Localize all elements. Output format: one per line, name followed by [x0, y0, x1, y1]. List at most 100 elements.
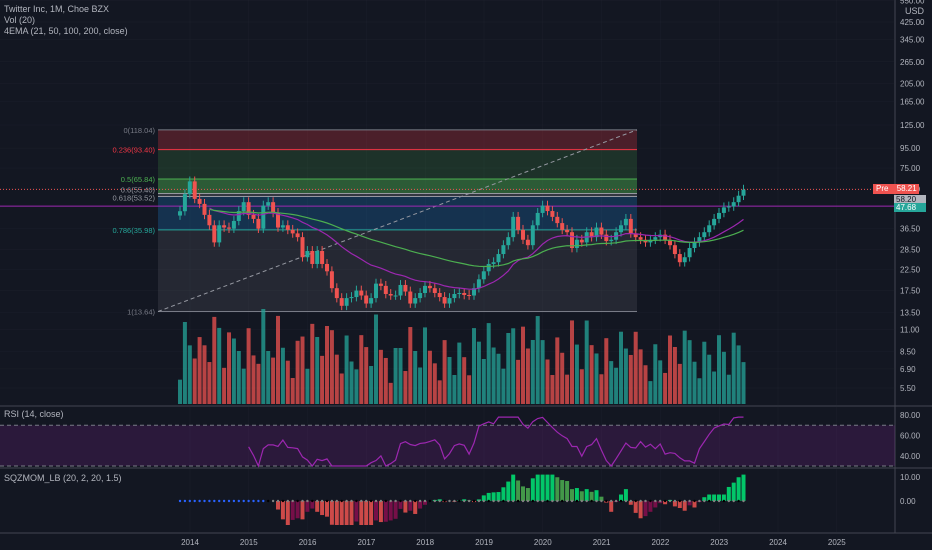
- candle-body: [227, 227, 232, 229]
- sqz-dot: [634, 499, 637, 503]
- sqz-dot: [311, 499, 314, 503]
- sqz-histogram-bar: [383, 501, 388, 522]
- volume-bar: [418, 367, 423, 404]
- candle-body: [276, 212, 281, 228]
- candle-body: [437, 292, 442, 298]
- sqz-dot: [276, 499, 280, 503]
- candle-body: [364, 295, 369, 304]
- fib-zone: [158, 229, 637, 312]
- rsi-tick-label: 60.00: [900, 431, 921, 440]
- fib-zone: [158, 149, 637, 180]
- candle-body: [310, 250, 315, 264]
- volume-bar: [574, 344, 579, 404]
- volume-bar: [540, 340, 545, 404]
- price-tick-label: 17.50: [900, 287, 921, 296]
- candle-body: [589, 232, 594, 238]
- candle-body: [212, 225, 217, 243]
- candle-body: [266, 202, 271, 206]
- volume-bar: [741, 362, 746, 404]
- sqz-dot: [708, 499, 711, 503]
- time-tick-label: 2017: [358, 538, 376, 547]
- volume-bar: [555, 337, 560, 404]
- sqz-tick-label: 0.00: [900, 497, 916, 506]
- sqz-histogram-bar: [574, 488, 579, 501]
- fib-trend-line: [157, 129, 638, 313]
- sqz-dot: [693, 499, 696, 503]
- volume-bar: [658, 360, 663, 404]
- candle-body: [452, 293, 457, 299]
- sqz-dot: [487, 499, 490, 503]
- volume-bar: [256, 363, 261, 404]
- candle-body: [432, 288, 437, 293]
- pre-market-tag: Pre 58.21: [873, 184, 919, 194]
- price-tag-a: 58.20: [894, 195, 926, 204]
- sqz-histogram-bar: [672, 501, 677, 507]
- sqz-dot: [281, 499, 285, 503]
- candle-body: [182, 194, 187, 212]
- sqz-histogram-bar: [663, 501, 668, 505]
- candle-body: [325, 263, 330, 272]
- rsi-tick-label: 80.00: [900, 411, 921, 420]
- price-tick-label: 165.00: [900, 98, 925, 107]
- candle-body: [398, 284, 403, 296]
- candle-body: [506, 237, 511, 246]
- sqz-dot: [365, 499, 368, 503]
- sqz-dot: [663, 499, 667, 503]
- candle-body: [712, 218, 717, 226]
- volume-bar: [457, 342, 462, 404]
- price-tick-label: 36.50: [900, 225, 921, 234]
- sqz-histogram-bar: [315, 501, 320, 512]
- sqz-dot: [262, 499, 265, 503]
- sqz-dot: [320, 499, 324, 503]
- sqz-dot: [360, 499, 363, 503]
- candle-body: [496, 254, 501, 263]
- sqz-histogram-bar: [369, 501, 374, 525]
- sqz-dot: [541, 499, 544, 503]
- candle-body: [315, 250, 320, 264]
- sqz-dot: [561, 499, 564, 503]
- sqz-dot: [374, 499, 378, 503]
- candle-body: [369, 298, 374, 304]
- sqz-histogram-bar: [726, 486, 731, 501]
- candle-body: [187, 181, 192, 195]
- ema-indicator-label: 4EMA (21, 50, 100, 200, close): [4, 26, 128, 36]
- price-tick-label: 8.50: [900, 347, 916, 356]
- candle-body: [236, 211, 241, 221]
- sqz-dot: [271, 499, 275, 503]
- sqz-dot: [516, 499, 520, 503]
- volume-bar: [413, 351, 418, 404]
- volume-bar: [623, 348, 628, 404]
- candle-body: [231, 220, 236, 229]
- sqz-histogram-bar: [320, 501, 325, 516]
- volume-bar: [427, 350, 432, 404]
- sqz-histogram-bar: [540, 474, 545, 501]
- sqz-histogram-bar: [325, 501, 330, 517]
- volume-bar: [481, 359, 486, 404]
- volume-bar: [217, 327, 222, 404]
- sqz-dot: [208, 499, 211, 503]
- sqz-dot: [556, 499, 559, 503]
- candle-body: [403, 284, 408, 292]
- sqz-dot: [213, 499, 216, 503]
- sqz-histogram-bar: [398, 501, 403, 509]
- candle-body: [677, 254, 682, 263]
- volume-bar: [672, 347, 677, 404]
- sqz-dot: [291, 499, 294, 503]
- volume-bar: [251, 355, 256, 404]
- candle-body: [207, 214, 212, 226]
- sqz-histogram-bar: [741, 474, 746, 501]
- sqz-dot: [389, 499, 392, 503]
- sqz-dot: [227, 499, 231, 503]
- sqz-histogram-bar: [565, 481, 570, 501]
- candle-body: [427, 285, 432, 289]
- sqz-dot: [605, 499, 608, 503]
- sqz-histogram-bar: [545, 474, 550, 501]
- volume-bar: [178, 379, 183, 404]
- volume-bar: [207, 362, 212, 404]
- candle-body: [682, 257, 687, 263]
- sqz-histogram-bar: [550, 474, 555, 501]
- volume-bar: [614, 367, 619, 404]
- candle-body: [344, 298, 349, 306]
- sqz-dot: [188, 499, 192, 503]
